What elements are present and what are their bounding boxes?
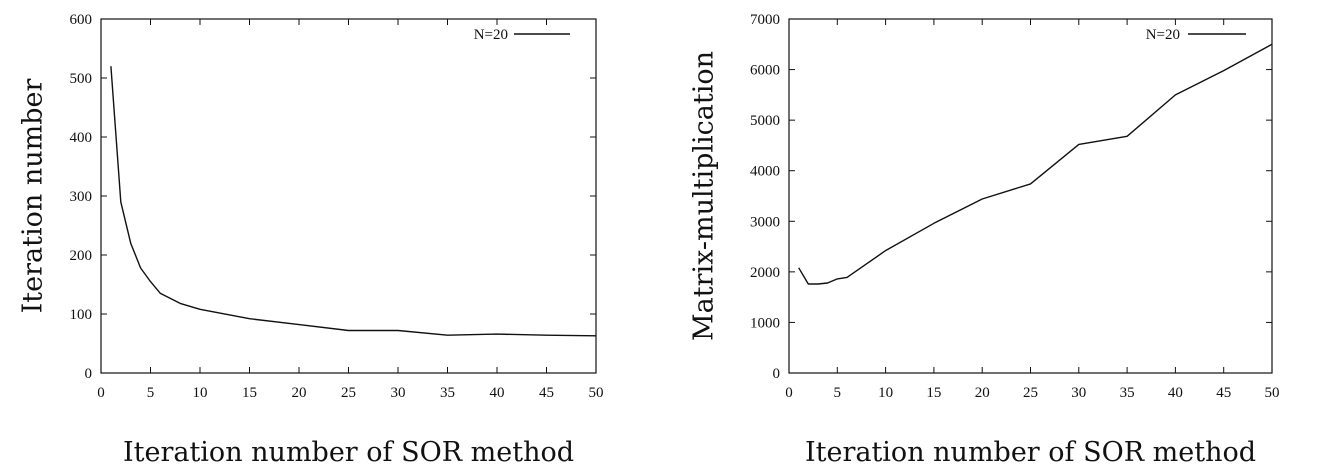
- x-tick-label: 30: [391, 385, 406, 401]
- y-tick-label: 400: [70, 130, 93, 146]
- x-tick-label: 25: [1023, 385, 1038, 401]
- x-tick-label: 40: [490, 385, 505, 401]
- y-tick-label: 1000: [750, 315, 780, 331]
- x-tick-label: 50: [1265, 385, 1280, 401]
- x-tick-label: 10: [193, 385, 208, 401]
- x-tick-label: 15: [926, 385, 941, 401]
- y-tick-label: 100: [70, 307, 93, 323]
- x-tick-label: 10: [878, 385, 893, 401]
- y-tick-label: 2000: [750, 265, 780, 281]
- y-tick-label: 5000: [750, 113, 780, 129]
- x-tick-label: 20: [292, 385, 307, 401]
- y-tick-label: 6000: [750, 63, 780, 79]
- y-tick-label: 600: [70, 12, 93, 28]
- chart-panel-2: [788, 18, 1273, 374]
- y-tick-label: 0: [773, 366, 781, 382]
- chart-panel-1: [100, 18, 597, 374]
- legend-label: N=20: [1146, 27, 1180, 43]
- y-axis-title: Matrix-multiplication: [689, 51, 720, 341]
- y-tick-label: 200: [70, 248, 93, 264]
- series-line-n-20: [110, 66, 597, 337]
- x-tick-label: 0: [97, 385, 105, 401]
- y-tick-label: 7000: [750, 12, 780, 28]
- x-axis-title: Iteration number of SOR method: [123, 437, 574, 468]
- y-axis-title: Iteration number: [18, 79, 49, 314]
- x-tick-label: 15: [242, 385, 257, 401]
- x-tick-label: 35: [1120, 385, 1135, 401]
- x-tick-label: 30: [1071, 385, 1086, 401]
- x-tick-label: 45: [539, 385, 554, 401]
- x-tick-label: 35: [440, 385, 455, 401]
- y-tick-label: 3000: [750, 214, 780, 230]
- x-tick-label: 50: [589, 385, 604, 401]
- legend-label: N=20: [474, 27, 508, 43]
- x-tick-label: 5: [147, 385, 155, 401]
- plot-frame: [100, 18, 597, 374]
- y-tick-label: 0: [85, 366, 93, 382]
- series-line-n-20: [798, 43, 1273, 285]
- y-tick-label: 500: [70, 71, 93, 87]
- x-tick-label: 45: [1216, 385, 1231, 401]
- x-tick-label: 0: [785, 385, 793, 401]
- x-tick-label: 40: [1168, 385, 1183, 401]
- x-tick-label: 5: [834, 385, 842, 401]
- x-tick-label: 20: [975, 385, 990, 401]
- plot-frame: [788, 18, 1273, 374]
- x-tick-label: 25: [341, 385, 356, 401]
- y-tick-label: 300: [70, 189, 93, 205]
- y-tick-label: 4000: [750, 164, 780, 180]
- x-axis-title: Iteration number of SOR method: [805, 437, 1256, 468]
